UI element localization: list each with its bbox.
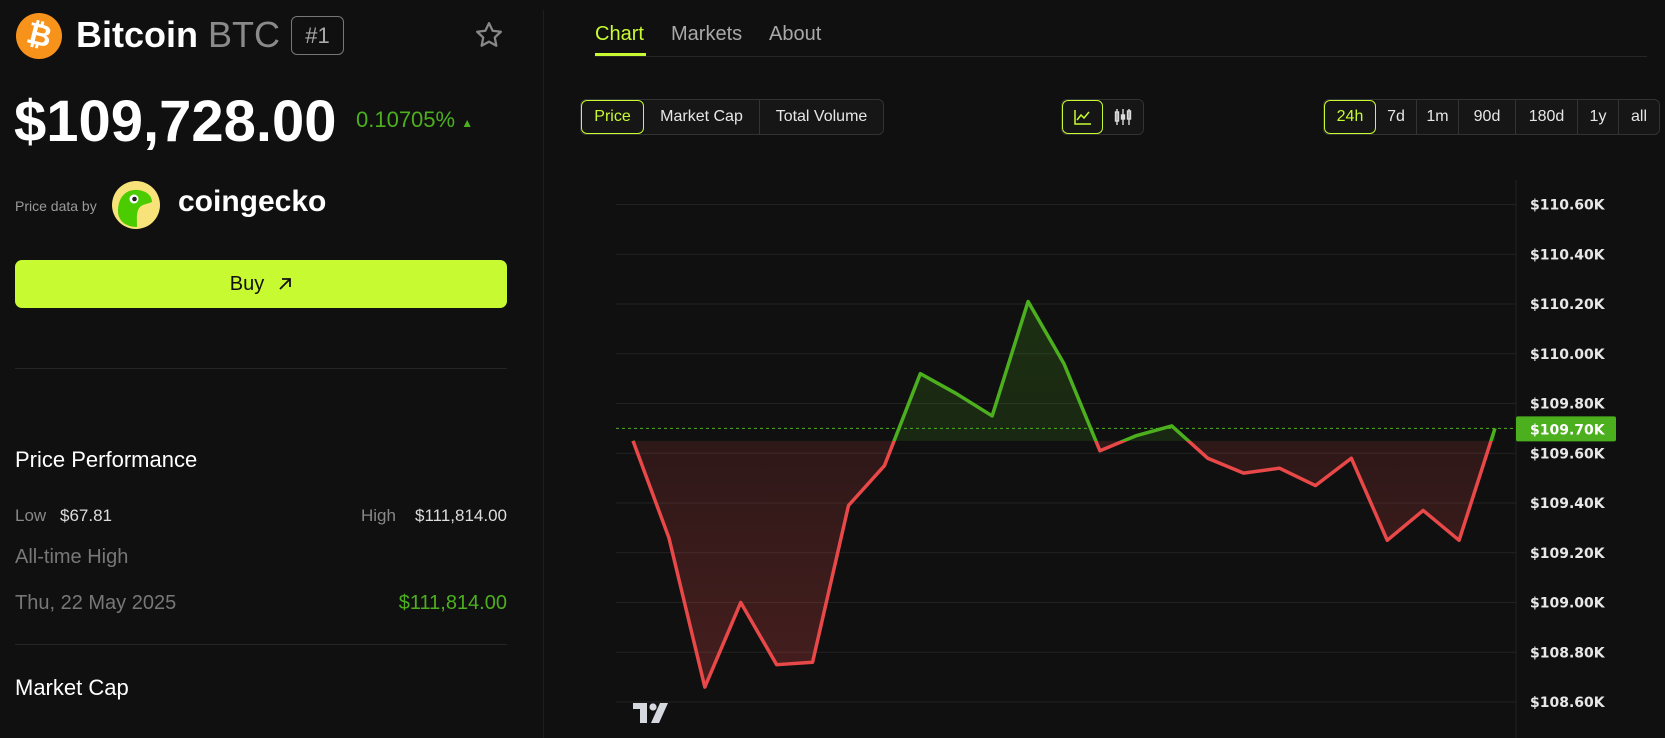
tabs-divider bbox=[595, 56, 1647, 57]
coingecko-brand[interactable]: coingecko bbox=[178, 185, 327, 218]
y-tick-label: $109.40K bbox=[1530, 496, 1606, 512]
price-source-label: Price data by bbox=[15, 198, 97, 214]
tab-markets[interactable]: Markets bbox=[671, 23, 743, 45]
arrow-up-right-icon bbox=[279, 278, 292, 290]
divider bbox=[15, 368, 507, 369]
y-tick-label: $109.80K bbox=[1530, 397, 1606, 413]
range-7d[interactable]: 7d bbox=[1376, 100, 1417, 134]
tradingview-logo-icon[interactable] bbox=[633, 703, 668, 723]
range-1y[interactable]: 1y bbox=[1578, 100, 1619, 134]
y-tick-label: $108.60K bbox=[1530, 695, 1606, 711]
ath-date: Thu, 22 May 2025 bbox=[15, 592, 177, 614]
time-range-selector: 24h 7d 1m 90d 180d 1y all bbox=[1323, 99, 1660, 135]
market-cap-title: Market Cap bbox=[15, 675, 129, 700]
metric-selector: Price Market Cap Total Volume bbox=[580, 99, 884, 135]
y-tick-label: $108.80K bbox=[1530, 645, 1606, 661]
active-tab-indicator bbox=[595, 53, 646, 56]
price-change: 0.10705% ▲ bbox=[356, 107, 473, 133]
ath-label: All-time High bbox=[15, 546, 129, 568]
price-change-value: 0.10705% bbox=[356, 107, 456, 132]
rank-badge: #1 bbox=[291, 16, 344, 55]
y-tick-label: $110.60K bbox=[1530, 198, 1606, 214]
y-tick-label: $109.60K bbox=[1530, 446, 1606, 462]
panel-divider bbox=[543, 10, 544, 738]
coin-name: Bitcoin bbox=[76, 14, 198, 55]
high-label: High bbox=[361, 506, 396, 525]
coin-symbol: BTC bbox=[208, 14, 280, 55]
range-1m[interactable]: 1m bbox=[1417, 100, 1459, 134]
triangle-up-icon: ▲ bbox=[461, 116, 474, 130]
buy-label: Buy bbox=[229, 272, 265, 295]
total-volume-button[interactable]: Total Volume bbox=[760, 100, 883, 134]
current-price: $109,728.00 bbox=[14, 89, 337, 154]
ath-value: $111,814.00 bbox=[398, 592, 507, 614]
chart-type-selector bbox=[1061, 99, 1144, 135]
range-90d[interactable]: 90d bbox=[1459, 100, 1516, 134]
range-180d[interactable]: 180d bbox=[1516, 100, 1578, 134]
low-label: Low bbox=[15, 506, 47, 525]
area-fill-up bbox=[633, 301, 1495, 441]
price-line-up bbox=[632, 299, 1497, 441]
high-value: $111,814.00 bbox=[414, 506, 507, 525]
price-line-down bbox=[631, 441, 1493, 689]
coingecko-logo-icon[interactable] bbox=[112, 181, 160, 229]
buy-button[interactable]: Buy bbox=[15, 260, 507, 308]
divider bbox=[15, 644, 507, 645]
last-price-label: $109.70K bbox=[1530, 422, 1606, 438]
y-tick-label: $110.40K bbox=[1530, 247, 1606, 263]
y-tick-label: $110.00K bbox=[1530, 347, 1606, 363]
line-chart-icon bbox=[1073, 110, 1091, 125]
last-price-badge bbox=[1516, 416, 1616, 442]
tab-about[interactable]: About bbox=[769, 23, 822, 45]
bitcoin-logo-icon: ₿ bbox=[16, 13, 62, 59]
y-tick-label: $110.20K bbox=[1530, 297, 1606, 313]
y-tick-label: $109.00K bbox=[1530, 596, 1606, 612]
market-cap-button[interactable]: Market Cap bbox=[644, 100, 760, 134]
tab-chart[interactable]: Chart bbox=[595, 23, 644, 45]
star-icon[interactable] bbox=[474, 20, 504, 50]
range-24h[interactable]: 24h bbox=[1324, 100, 1376, 134]
y-tick-label: $109.20K bbox=[1530, 546, 1606, 562]
line-chart-button[interactable] bbox=[1062, 100, 1103, 134]
candlestick-icon bbox=[1114, 109, 1132, 125]
area-fill-down bbox=[633, 441, 1491, 688]
price-performance-title: Price Performance bbox=[15, 447, 198, 472]
candlestick-button[interactable] bbox=[1103, 100, 1143, 134]
range-all[interactable]: all bbox=[1619, 100, 1659, 134]
price-button[interactable]: Price bbox=[581, 100, 644, 134]
low-value: $67.81 bbox=[60, 506, 112, 525]
